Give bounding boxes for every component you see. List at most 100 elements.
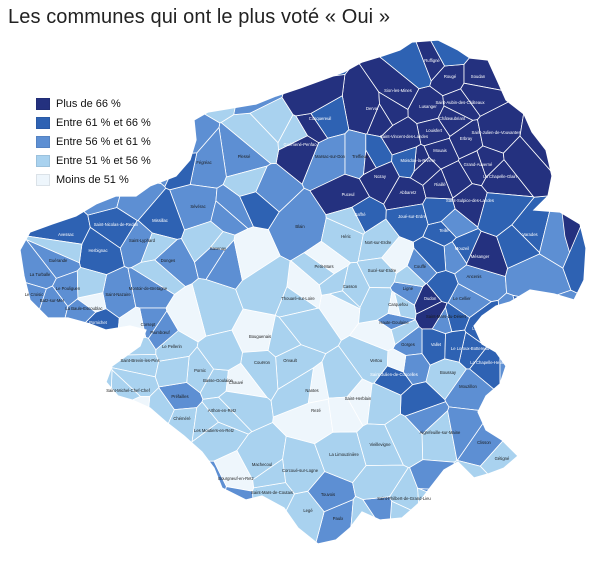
commune-label: Fégréac <box>196 160 211 165</box>
commune-label: Mouzeil <box>455 246 469 251</box>
commune-area <box>501 485 541 500</box>
commune-label: Oudon <box>424 296 437 301</box>
commune-area <box>513 417 553 464</box>
commune-area <box>447 519 497 544</box>
commune-label: Basse-Goulaine <box>203 378 233 383</box>
map-title: Les communes qui ont le plus voté « Oui … <box>8 6 391 28</box>
commune-label: Plessé <box>238 154 251 159</box>
commune-area <box>48 425 137 484</box>
commune-label: Saint-Michel-Chef-Chef <box>106 388 150 393</box>
commune-label: Le Landreau <box>472 326 496 331</box>
commune-area <box>469 483 510 526</box>
commune-label: Bourgneuf-en-Retz <box>218 476 253 481</box>
commune-label: La Chapelle-Glain <box>483 174 517 179</box>
commune-label: Orvault <box>283 358 297 363</box>
commune-label: Batz-sur-Mer <box>40 298 65 303</box>
legend-label: Moins de 51 % <box>56 174 129 186</box>
commune-label: Nort-sur-Erdre <box>365 240 392 245</box>
commune-area <box>543 40 586 79</box>
commune-label: Mouais <box>433 148 447 153</box>
commune-label: Avessac <box>58 232 74 237</box>
commune-label: Chéméré <box>173 416 191 421</box>
commune-area <box>526 358 586 421</box>
commune-area <box>538 289 586 365</box>
commune-area <box>391 146 417 179</box>
commune-label: Pornic <box>194 368 206 373</box>
commune-area <box>365 133 393 169</box>
legend-swatch <box>36 155 50 167</box>
commune-label: Saint-Brevin-les-Pins <box>120 358 159 363</box>
commune-label: La Baule-Escoublac <box>65 306 102 311</box>
commune-label: Paulx <box>333 516 344 521</box>
commune-area <box>496 224 540 269</box>
commune-labels: Ruffigné Rougé Soudan Sion-les-Mines Lusange… <box>25 58 538 521</box>
commune-label: Montoir-de-Bretagne <box>129 286 168 291</box>
commune-area <box>20 454 62 535</box>
commune-area <box>489 40 548 88</box>
commune-area <box>362 496 393 540</box>
commune-area <box>421 500 478 544</box>
commune-label: Varades <box>522 232 537 237</box>
commune-label: Mésanger <box>471 254 490 259</box>
commune-label: Blain <box>295 224 305 229</box>
commune-area <box>404 401 450 435</box>
commune-label: Arthon-en-Retz <box>208 408 236 413</box>
commune-area <box>564 482 586 541</box>
commune-label: Rougé <box>444 74 457 79</box>
commune-area <box>484 520 537 544</box>
commune-area <box>463 40 512 93</box>
commune-area <box>22 354 113 428</box>
commune-label: Saint-Aubin-des-Châteaux <box>435 100 485 105</box>
commune-label: Ancenis <box>467 274 482 279</box>
commune-area <box>20 332 62 469</box>
commune-label: Carquefou <box>388 302 408 307</box>
commune-area <box>503 354 559 420</box>
commune-label: Petit-Mars <box>314 264 333 269</box>
commune-label: Thouaré-sur-Loire <box>281 296 315 301</box>
commune-label: Saint-Mars-de-Coutais <box>251 490 293 495</box>
commune-area <box>76 266 108 299</box>
commune-label: Puceul <box>342 192 355 197</box>
commune-label: Ruffigné <box>424 58 440 63</box>
commune-area <box>20 128 43 229</box>
commune-label: Herbignac <box>88 248 107 253</box>
commune-label: Sion-les-Mines <box>384 88 412 93</box>
commune-label: Corsept <box>141 322 156 327</box>
commune-label: Mouzillon <box>459 384 477 389</box>
commune-label: Vertou <box>370 358 383 363</box>
commune-label: Moisdon-la-Rivière <box>401 158 437 163</box>
legend-item: Plus de 66 % <box>36 95 151 113</box>
legend-item: Entre 61 % et 66 % <box>36 114 151 132</box>
commune-label: Nantes <box>305 388 318 393</box>
legend-item: Entre 51 % et 56 % <box>36 152 151 170</box>
commune-area <box>303 240 352 275</box>
commune-label: Guémené-Penfao <box>283 142 317 147</box>
commune-area <box>562 180 586 305</box>
commune-label: Legé <box>303 508 313 513</box>
commune-area <box>440 160 473 199</box>
commune-area <box>96 131 162 184</box>
commune-area <box>545 399 586 451</box>
commune-label: Soudan <box>471 74 486 79</box>
commune-area <box>86 477 111 544</box>
commune-label: Joué-sur-Erdre <box>398 214 427 219</box>
commune-area <box>562 535 586 544</box>
legend-swatch <box>36 98 50 110</box>
commune-area <box>393 265 427 288</box>
communes-layer <box>20 40 586 544</box>
commune-area <box>327 396 364 433</box>
commune-area <box>20 167 85 218</box>
commune-label: Couëron <box>254 360 271 365</box>
commune-label: Ligné <box>403 286 414 291</box>
commune-label: Donges <box>161 258 175 263</box>
commune-area <box>531 477 578 536</box>
commune-label: Gorges <box>401 342 415 347</box>
commune-label: Pornichet <box>89 320 108 325</box>
commune-area <box>530 440 562 481</box>
commune-area <box>20 498 53 544</box>
commune-label: Le Cellier <box>453 296 471 301</box>
commune-area <box>390 319 420 346</box>
commune-area <box>505 497 533 535</box>
commune-label: Le Loroux-Bottereau <box>451 346 490 351</box>
commune-area <box>386 348 407 373</box>
